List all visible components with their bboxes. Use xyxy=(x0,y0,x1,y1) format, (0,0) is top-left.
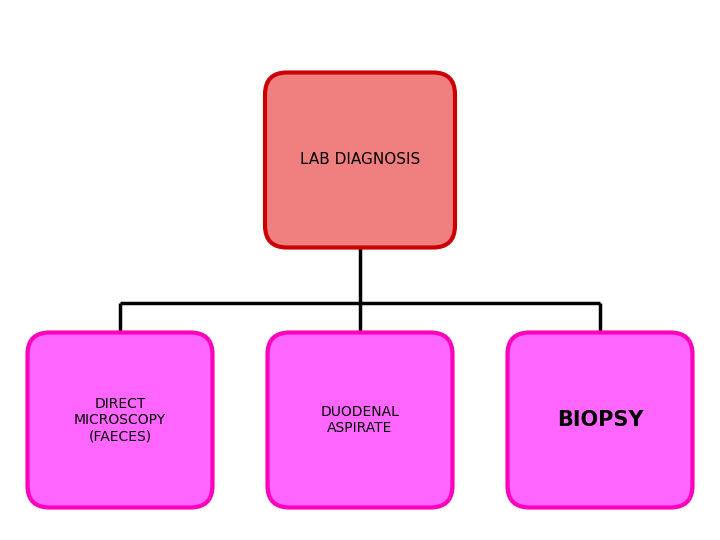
Text: DUODENAL
ASPIRATE: DUODENAL ASPIRATE xyxy=(320,405,400,435)
FancyBboxPatch shape xyxy=(508,333,693,508)
FancyBboxPatch shape xyxy=(265,72,455,247)
Text: BIOPSY: BIOPSY xyxy=(557,410,643,430)
Text: DIRECT
MICROSCOPY
(FAECES): DIRECT MICROSCOPY (FAECES) xyxy=(74,397,166,443)
Text: LAB DIAGNOSIS: LAB DIAGNOSIS xyxy=(300,152,420,167)
FancyBboxPatch shape xyxy=(268,333,452,508)
FancyBboxPatch shape xyxy=(27,333,212,508)
